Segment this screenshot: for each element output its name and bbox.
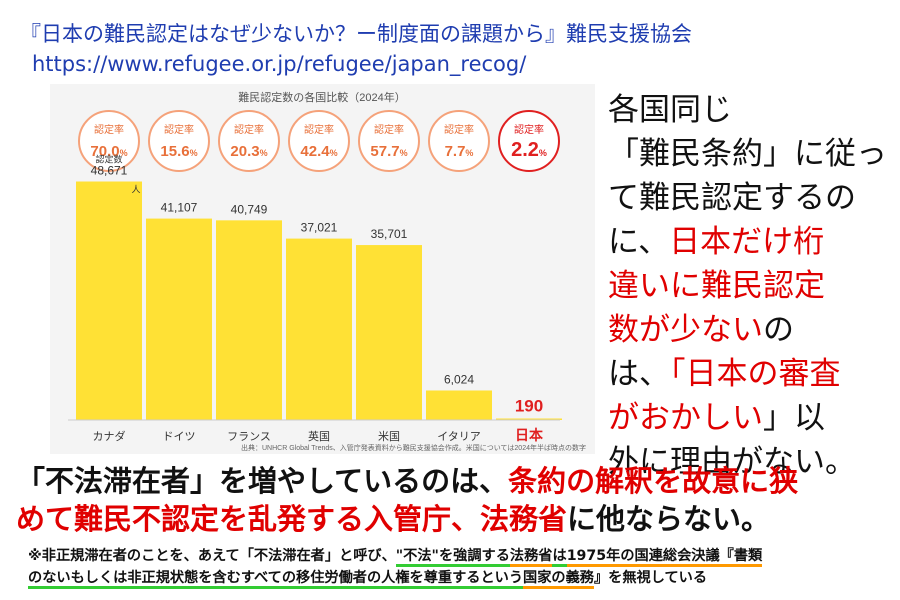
first-bar-label: 認定数 xyxy=(95,154,122,165)
category-label: カナダ xyxy=(93,429,126,443)
rate-value: 70.0% xyxy=(90,143,127,160)
refugee-recognition-chart: 難民認定数の各国比較（2024年） 認定率 70.0% 48,671 カナダ 認定率 15.… xyxy=(68,90,586,452)
commentary: 各国同じ 「難民条約」に従っ て難民認定するの に、日本だけ桁 違いに難民認定 … xyxy=(608,88,893,484)
commentary-line: 各国同じ xyxy=(608,92,732,128)
rate-value: 42.4% xyxy=(300,143,337,160)
commentary-line: 外に理由がない。 xyxy=(608,444,856,480)
source-url[interactable]: https://www.refugee.or.jp/refugee/japan_… xyxy=(32,52,527,76)
value-label: 41,107 xyxy=(161,201,198,215)
main-message-text: に他ならない。 xyxy=(567,502,771,536)
rate-circle xyxy=(428,110,490,172)
rate-value: 7.7% xyxy=(445,143,474,160)
note-underlined: "不法" xyxy=(395,548,439,567)
commentary-text: は、 xyxy=(608,356,670,392)
main-message-line: 「不法滞在者」を増やしているのは、条約の解釈を故意に狭 xyxy=(16,462,896,500)
commentary-text: の xyxy=(763,312,794,348)
main-message-text: 「不法滞在者」を増やしているのは、 xyxy=(16,464,509,498)
rate-value: 57.7% xyxy=(370,143,407,160)
rate-label: 認定率 xyxy=(94,123,124,136)
value-label: 35,701 xyxy=(371,227,408,241)
rate-circle xyxy=(358,110,420,172)
commentary-line: に、日本だけ桁 xyxy=(608,220,893,264)
commentary-line: がおかしい」以 xyxy=(608,396,893,440)
category-label: 米国 xyxy=(378,430,400,443)
value-label: 190 xyxy=(515,397,543,416)
note-underlined: は xyxy=(552,548,567,567)
commentary-line: て難民認定するの xyxy=(608,180,856,216)
rate-circle xyxy=(148,110,210,172)
commentary-highlight: 違いに難民認定 xyxy=(608,268,825,304)
bar xyxy=(496,418,562,420)
rate-circle xyxy=(498,110,560,172)
commentary-line: 数が少ないの xyxy=(608,308,893,352)
bar xyxy=(146,218,212,420)
category-label: フランス xyxy=(227,431,271,443)
main-message-line: めて難民不認定を乱発する入管庁、法務省に他ならない。 xyxy=(16,500,896,538)
rate-circle xyxy=(78,110,140,172)
chart-panel: 難民認定数の各国比較（2024年） 認定率 70.0% 48,671 カナダ 認定率 15.… xyxy=(50,84,595,454)
value-label: 37,021 xyxy=(301,221,338,235)
value-label: 40,749 xyxy=(231,202,268,216)
commentary-highlight: 数が少ない xyxy=(608,312,763,348)
rate-label: 認定率 xyxy=(374,123,404,136)
note-underlined: 国家の義務 xyxy=(523,570,594,589)
main-message: 「不法滞在者」を増やしているのは、条約の解釈を故意に狭 めて難民不認定を乱発する… xyxy=(16,462,896,538)
bar xyxy=(286,238,352,420)
note-text: 』を無視している xyxy=(593,570,708,586)
commentary-text: 」以 xyxy=(763,400,825,436)
rate-value: 20.3% xyxy=(230,143,267,160)
rate-circle xyxy=(288,110,350,172)
bar xyxy=(216,220,282,420)
commentary-highlight: 「日本の審査 xyxy=(670,356,841,392)
category-label: 日本 xyxy=(515,427,544,443)
note-text: ※非正規滞在者のことを、あえて「不法滞在者」と呼び、 xyxy=(28,548,396,564)
commentary-highlight: がおかしい xyxy=(608,400,763,436)
chart-title: 難民認定数の各国比較（2024年） xyxy=(238,90,405,104)
first-bar-unit: 人 xyxy=(131,185,140,195)
note-underlined: のないもしくは非正規状態を含むすべての移住労働者の人権を尊重するという xyxy=(28,570,524,589)
commentary-text: に、 xyxy=(608,224,670,260)
rate-label: 認定率 xyxy=(234,123,264,136)
category-label: 英国 xyxy=(308,429,330,443)
rate-value: 2.2% xyxy=(511,139,547,161)
rate-label: 認定率 xyxy=(514,123,544,136)
value-label: 48,671 xyxy=(91,164,128,178)
note-underlined: 法務省 xyxy=(509,548,553,567)
rate-label: 認定率 xyxy=(304,123,334,136)
note-underlined: 1975年の国連総会決議『書類 xyxy=(566,548,763,567)
commentary-line: は、「日本の審査 xyxy=(608,352,893,396)
note-underlined: を強調する xyxy=(438,548,510,567)
source-title: 『日本の難民認定はなぜ少ないか？ー制度面の課題から』難民支援協会 xyxy=(20,22,692,46)
commentary-line: 「難民条約」に従っ xyxy=(608,136,887,172)
value-label: 6,024 xyxy=(444,372,474,386)
rate-value: 15.6% xyxy=(160,143,197,160)
category-label: イタリア xyxy=(437,430,481,443)
chart-footnote: 出典：UNHCR Global Trends、入管庁発表資料から難民支援協会作成… xyxy=(241,443,586,452)
commentary-highlight: 日本だけ桁 xyxy=(669,224,825,260)
main-message-highlight: 条約の解釈を故意に狭 xyxy=(508,464,799,498)
bar xyxy=(426,390,492,420)
bar xyxy=(76,181,142,420)
footnote: ※非正規滞在者のことを、あえて「不法滞在者」と呼び、"不法"を強調する法務省は1… xyxy=(28,545,893,589)
bar xyxy=(356,245,422,420)
main-message-highlight: めて難民不認定を乱発する入管庁、法務省 xyxy=(16,502,568,536)
rate-circle xyxy=(218,110,280,172)
rate-label: 認定率 xyxy=(164,123,194,136)
category-label: ドイツ xyxy=(163,431,196,443)
rate-label: 認定率 xyxy=(444,123,474,136)
